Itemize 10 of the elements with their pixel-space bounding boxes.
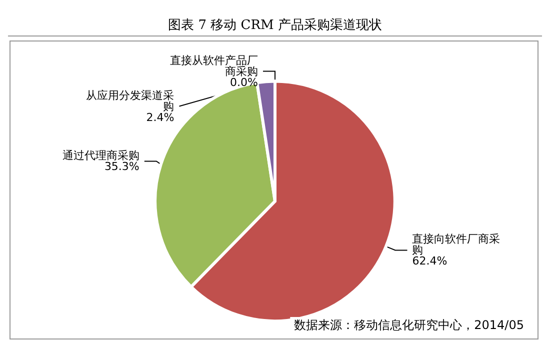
slice-label: 直接向软件厂商采购	[412, 232, 500, 257]
data-label: 62.4%	[412, 254, 448, 268]
slice-label: 通过代理商采购	[62, 149, 140, 162]
slice-label: 从应用分发渠道采购	[86, 88, 174, 113]
data-label: 35.3%	[104, 160, 140, 174]
category-label: 直接从软件产品厂商采购	[170, 54, 258, 78]
source-note: 数据来源：移动信息化研究中心，2014/05	[294, 318, 524, 332]
data-label: 2.4%	[146, 110, 174, 124]
text: 0.0%	[230, 76, 258, 89]
chart-title: 图表 7 移动 CRM 产品采购渠道现状	[168, 18, 382, 33]
